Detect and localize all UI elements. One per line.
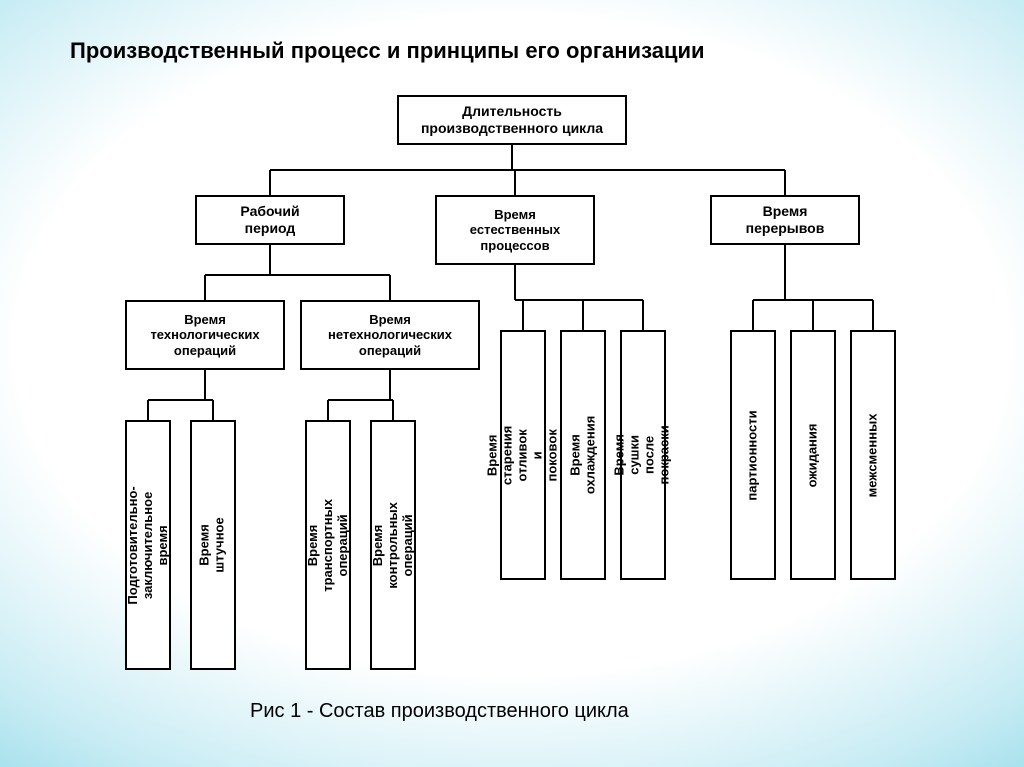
tree-node-l9: ожидания [790,330,836,580]
tree-node-l5: Время старения отливок и поковок [500,330,546,580]
slide-title: Производственный процесс и принципы его … [70,38,705,64]
tree-node-l6: Время охлаждения [560,330,606,580]
tree-node-n1b: Время нетехнологических операций [300,300,480,370]
tree-node-l3: Время транспортных операций [305,420,351,670]
slide-root: Производственный процесс и принципы его … [0,0,1024,767]
tree-node-l1: Подготовительно- заключительное время [125,420,171,670]
tree-node-n1: Рабочий период [195,195,345,245]
tree-node-l7: Время сушки после покраски [620,330,666,580]
tree-node-root: Длительность производственного цикла [397,95,627,145]
figure-caption: Рис 1 - Состав производственного цикла [250,700,629,723]
tree-node-n3: Время перерывов [710,195,860,245]
tree-node-l4: Время контрольных операций [370,420,416,670]
tree-node-l10: межсменных [850,330,896,580]
tree-node-l8: партионности [730,330,776,580]
tree-node-n1a: Время технологических операций [125,300,285,370]
tree-node-l2: Время штучное [190,420,236,670]
tree-node-n2: Время естественных процессов [435,195,595,265]
